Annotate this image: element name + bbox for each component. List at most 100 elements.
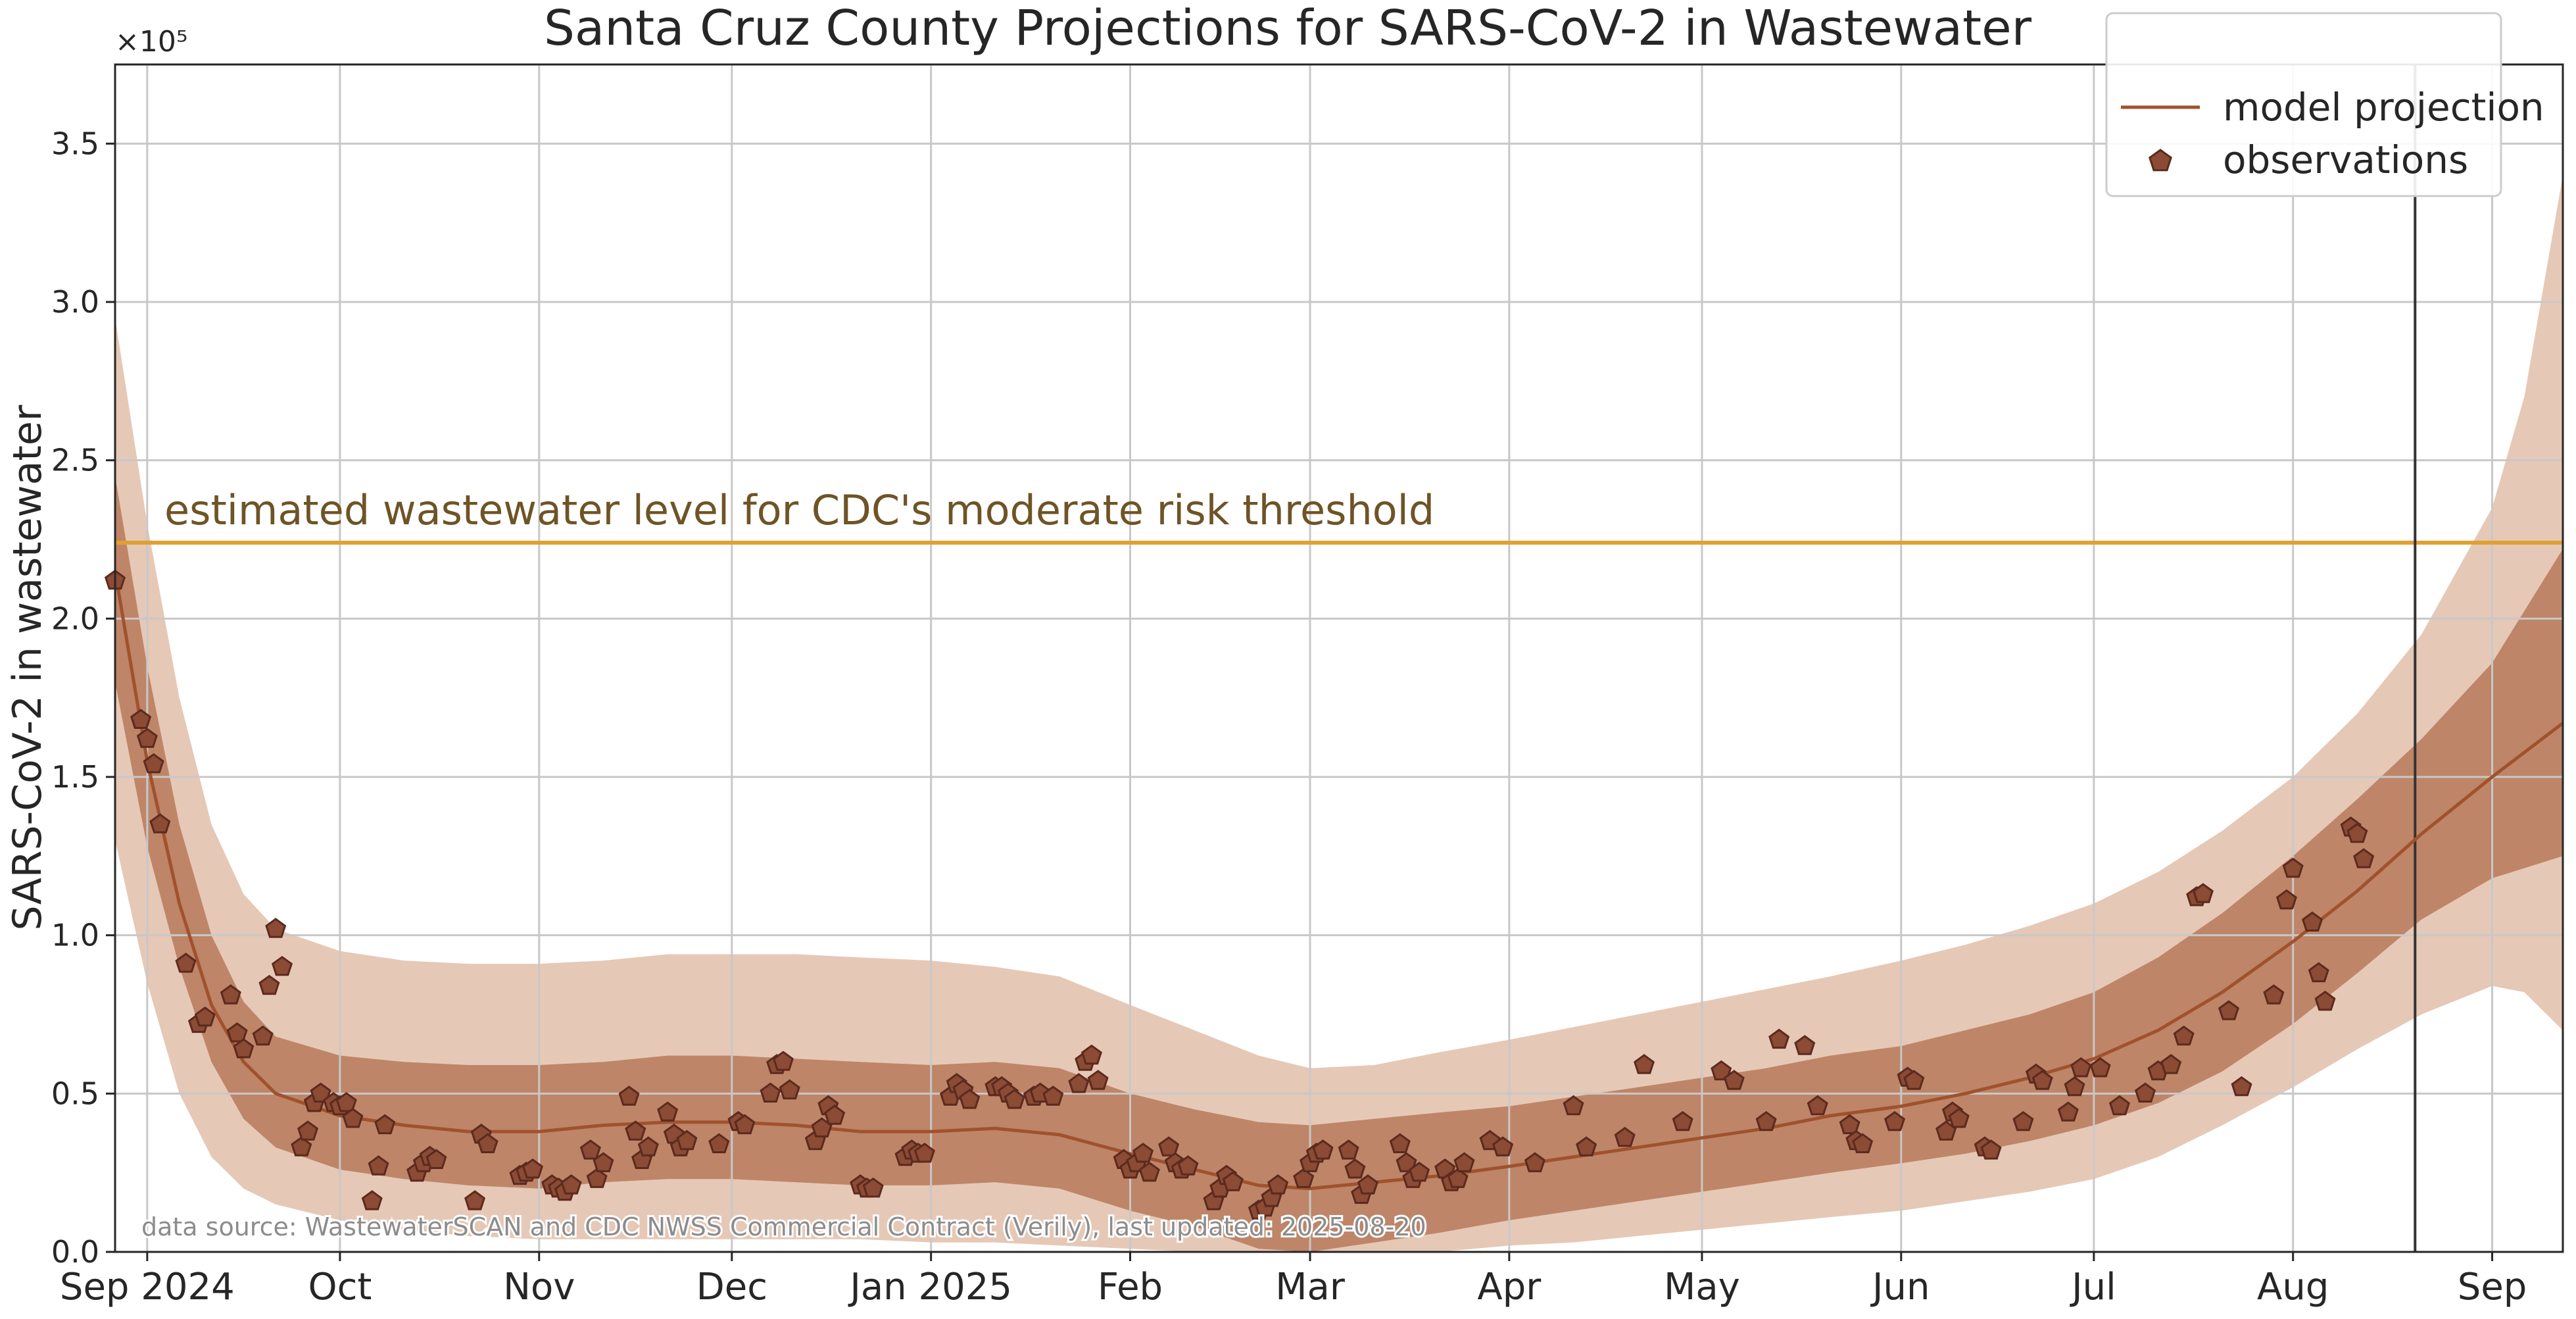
observation-point <box>2275 889 2297 910</box>
observation-point <box>374 1114 396 1135</box>
x-tick-label: Apr <box>1477 1266 1542 1308</box>
observation-point <box>1293 1168 1315 1188</box>
axis-ticks: Sep 2024 Oct Nov Dec Jan 2025 Feb Mar Apr May Jun… <box>51 126 2527 1308</box>
observation-point <box>1634 1054 1655 1074</box>
observation-point <box>1068 1073 1090 1093</box>
observation-point <box>1723 1070 1745 1090</box>
observation-point <box>1453 1152 1475 1172</box>
observation-point <box>2282 857 2304 878</box>
observation-point <box>220 984 241 1005</box>
y-axis-label: SARS-CoV-2 in wastewater <box>5 405 51 930</box>
observation-point <box>637 1136 659 1157</box>
observation-point <box>1267 1174 1289 1195</box>
threshold-label: estimated wastewater level for CDC's mod… <box>164 486 1434 534</box>
observation-point <box>1807 1095 1828 1116</box>
observation-point <box>579 1139 601 1160</box>
observation-point <box>1042 1085 1064 1106</box>
observation-point <box>2218 1000 2240 1020</box>
y-tick-label: 1.0 <box>51 918 99 953</box>
observation-point <box>342 1107 364 1128</box>
observation-point <box>1563 1095 1584 1116</box>
legend-pentagon-marker <box>2149 149 2172 172</box>
y-tick-label: 3.0 <box>51 284 99 320</box>
observation-point <box>1768 1028 1790 1049</box>
observation-point <box>130 709 152 729</box>
observation-point <box>1711 1060 1732 1081</box>
y-tick-label: 2.0 <box>51 601 99 636</box>
threshold-group: estimated wastewater level for CDC's mod… <box>115 486 2563 545</box>
observation-point <box>657 1101 679 1122</box>
uncertainty-bands <box>115 175 2563 1252</box>
band-outer <box>115 175 2563 1252</box>
observation-point <box>368 1155 389 1176</box>
observation-point <box>226 1022 248 1043</box>
observation-point <box>1338 1139 1359 1160</box>
observation-point <box>149 813 171 834</box>
observation-point <box>1177 1155 1199 1176</box>
observation-point <box>1492 1136 1514 1157</box>
observation-point <box>425 1149 447 1169</box>
observation-point <box>2012 1110 2034 1132</box>
observation-point <box>175 953 197 973</box>
observation-point <box>143 753 164 774</box>
source-note: data source: WastewaterSCAN and CDC NWSS… <box>141 1212 1426 1241</box>
observation-point <box>1884 1110 1906 1132</box>
observation-point <box>2263 984 2285 1005</box>
observation-point <box>734 1114 756 1135</box>
observation-point <box>335 1091 357 1112</box>
x-tick-label: Oct <box>308 1266 372 1308</box>
y-tick-label: 2.5 <box>51 443 99 478</box>
observation-point <box>2346 822 2368 843</box>
observation-point <box>959 1089 981 1109</box>
observation-point <box>1357 1174 1378 1195</box>
observation-point <box>760 1082 781 1103</box>
observation-point <box>310 1082 331 1103</box>
observation-point <box>1980 1139 2002 1160</box>
observation-point <box>1389 1133 1411 1153</box>
x-tick-label: Jan 2025 <box>848 1266 1012 1308</box>
observation-point <box>2173 1025 2195 1046</box>
observations <box>104 569 2375 1220</box>
legend-box <box>2105 12 2502 197</box>
observation-point <box>2064 1076 2085 1097</box>
observation-point <box>522 1158 544 1179</box>
observation-point <box>2314 990 2336 1011</box>
observation-point <box>1524 1152 1545 1172</box>
x-tick-label: Nov <box>503 1266 575 1308</box>
observation-point <box>1755 1110 1777 1132</box>
observation-point <box>271 955 293 976</box>
observation-point <box>2089 1057 2111 1078</box>
chart-title: Santa Cruz County Projections for SARS-C… <box>544 0 2032 57</box>
x-tick-label: Feb <box>1098 1266 1163 1308</box>
observation-point <box>625 1120 646 1141</box>
observation-point <box>1004 1089 1025 1109</box>
observation-point <box>1081 1044 1102 1065</box>
legend-label-model: model projection <box>2223 85 2544 130</box>
y-tick-label: 0.5 <box>51 1076 99 1111</box>
observation-point <box>779 1079 800 1100</box>
observation-point <box>2301 911 2323 932</box>
axes-frame <box>114 63 2564 1253</box>
observation-point <box>1948 1107 1970 1128</box>
observation-point <box>2108 1095 2130 1116</box>
observation-point <box>2160 1054 2182 1074</box>
observation-point <box>297 1120 319 1141</box>
observation-point <box>676 1130 698 1151</box>
observation-point <box>1087 1070 1109 1090</box>
observation-point <box>194 1006 216 1027</box>
observation-point <box>1138 1161 1160 1182</box>
observation-point <box>1344 1158 1366 1179</box>
observation-point <box>2134 1082 2156 1103</box>
y-tick-label: 0.0 <box>51 1234 99 1270</box>
x-tick-label: Dec <box>696 1266 767 1308</box>
observation-point <box>586 1168 608 1188</box>
observation-point <box>772 1051 794 1071</box>
observation-point <box>1614 1126 1636 1147</box>
y-tick-label: 3.5 <box>51 126 99 161</box>
observation-point <box>1396 1152 1417 1172</box>
observation-point <box>2308 962 2329 983</box>
observation-point <box>258 974 280 995</box>
observation-point <box>2353 848 2375 868</box>
